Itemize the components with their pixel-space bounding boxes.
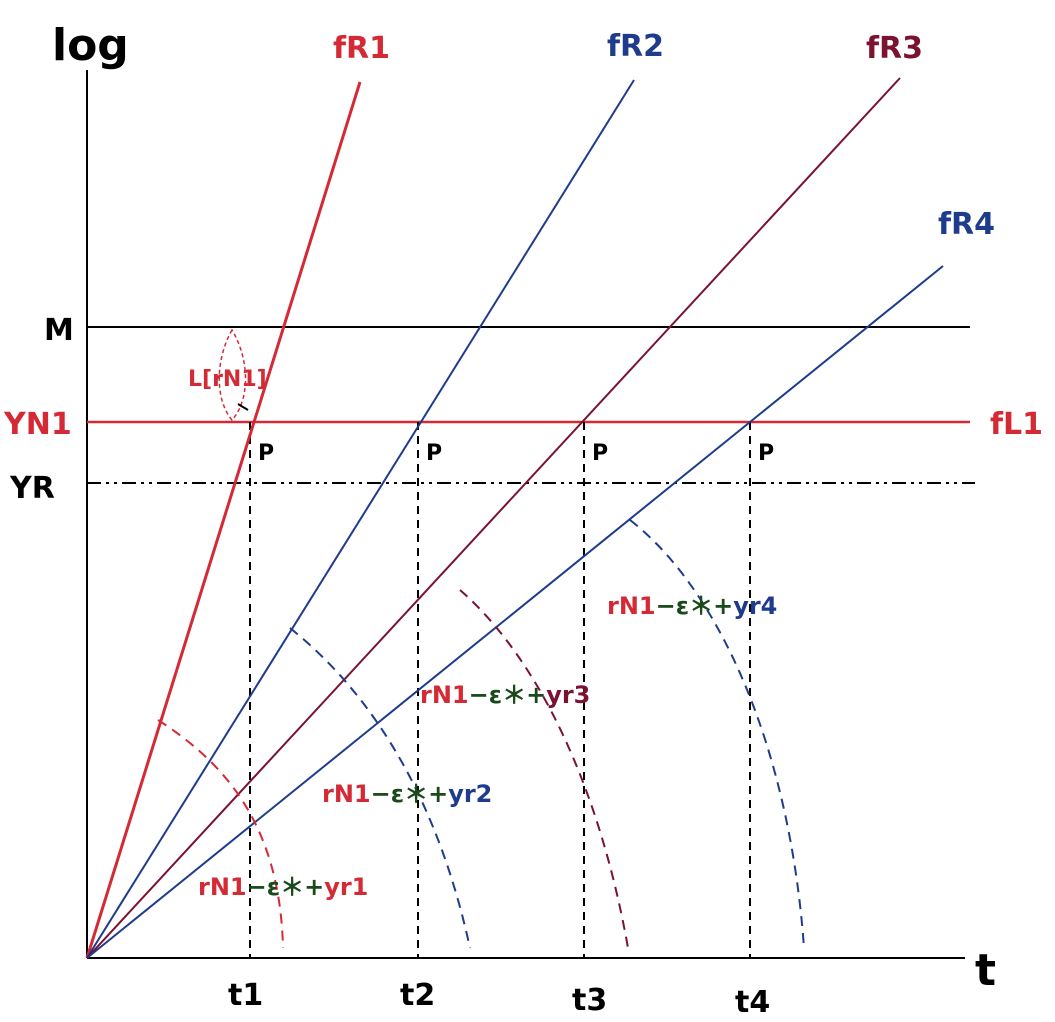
ray-fr3 [86,77,901,959]
p-label-t1: P [258,441,274,466]
l-rn1-bracket [218,328,247,422]
fr4-label: fR4 [938,207,995,242]
formula-4-part1: rN1 [607,592,656,620]
t1-tick-label: t1 [228,978,263,1013]
formula-3: rN1−ε＊+yr3 [420,681,590,709]
formula-2-part1: rN1 [322,780,371,808]
decay-curve-2 [289,627,471,949]
formula-4-part2: −ε＊+ [656,592,734,620]
formula-3-part2: −ε＊+ [469,681,547,709]
l-rn1-label: L[rN1] [188,367,267,392]
formula-2-part3: yr2 [448,780,492,808]
ray-fr1 [85,81,362,959]
fr3-label: fR3 [866,31,923,66]
formula-3-part3: yr3 [546,681,590,709]
fr2-label: fR2 [607,29,664,64]
formula-1-part1: rN1 [198,873,247,901]
formula-2-part2: −ε＊+ [371,780,449,808]
decay-curve-3 [459,589,629,949]
fl1-label: fL1 [990,407,1043,442]
formula-1-part2: −ε＊+ [247,873,325,901]
formula-4-part3: yr4 [733,592,777,620]
formula-1: rN1−ε＊+yr1 [198,873,368,901]
y-axis-label: log [52,20,129,71]
p-label-t4: P [758,441,774,466]
p-label-t3: P [592,441,608,466]
t3-tick-label: t3 [572,983,607,1018]
x-axis-label: t [975,945,996,996]
l-rn1-pointer [237,403,249,411]
ray-fr4 [86,265,944,959]
p-label-t2: P [426,441,442,466]
formula-3-part1: rN1 [420,681,469,709]
decay-curve-4 [629,519,805,949]
fr1-label: fR1 [333,31,390,66]
m-label: M [44,313,74,348]
t2-tick-label: t2 [400,978,435,1013]
formula-1-part3: yr1 [324,873,368,901]
ray-fr2 [86,79,635,959]
decay-curve-1 [157,719,284,949]
t4-tick-label: t4 [735,985,770,1020]
formula-2: rN1−ε＊+yr2 [322,780,492,808]
formula-4: rN1−ε＊+yr4 [607,592,777,620]
yn1-label: YN1 [3,407,72,442]
yr-label: YR [9,471,55,506]
